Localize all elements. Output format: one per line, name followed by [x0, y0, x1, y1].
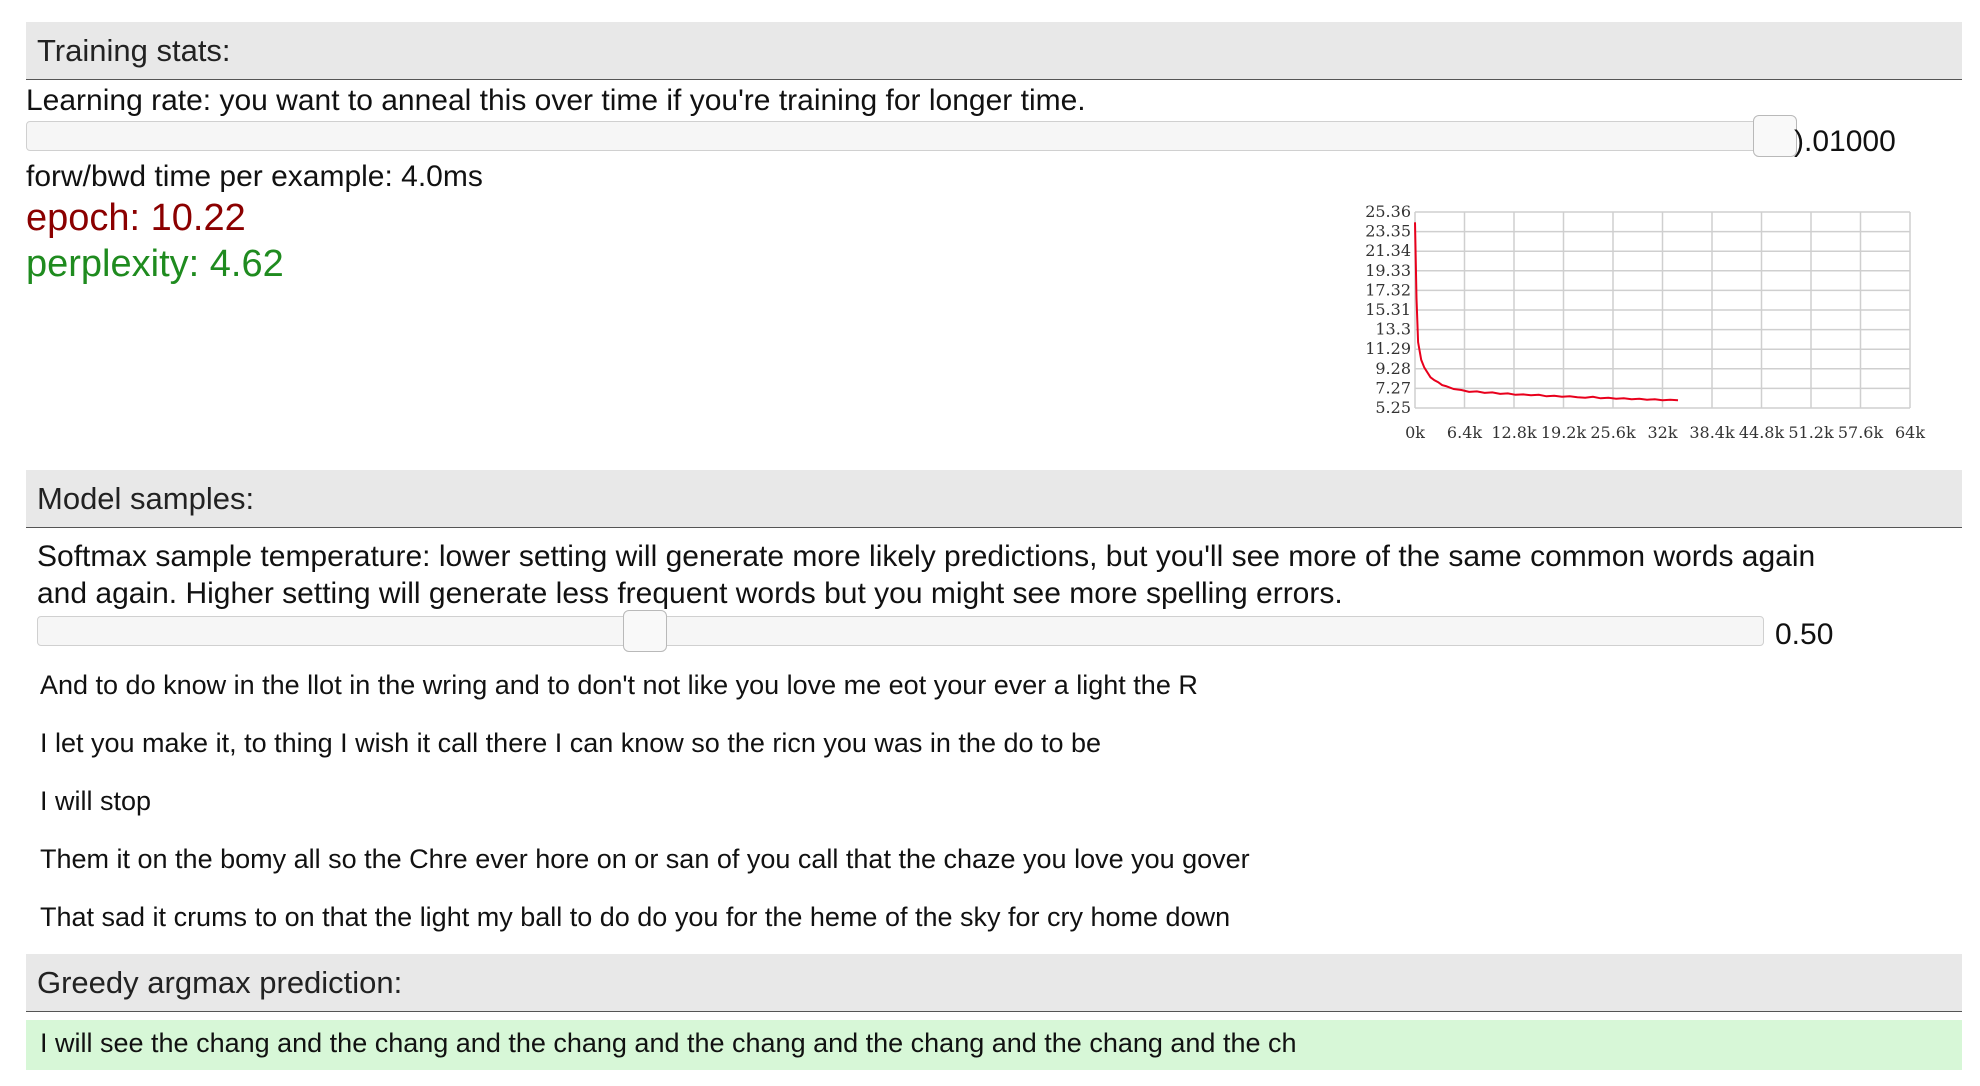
- chart-y-axis: 25.3623.3521.3419.3317.3215.3113.311.299…: [1365, 202, 1411, 417]
- training-stats-header: Training stats:: [26, 22, 1962, 80]
- chart-x-tick-label: 64k: [1895, 423, 1925, 442]
- chart-x-tick-label: 57.6k: [1838, 423, 1884, 442]
- chart-x-tick-label: 44.8k: [1739, 423, 1785, 442]
- learning-rate-value: ).01000: [1794, 125, 1896, 158]
- epoch-readout: epoch: 10.22: [26, 197, 246, 239]
- chart-grid: [1414, 211, 1911, 409]
- time-per-example: forw/bwd time per example: 4.0ms: [26, 160, 483, 193]
- chart-x-tick-label: 32k: [1647, 423, 1677, 442]
- chart-y-tick-label: 19.33: [1365, 261, 1411, 280]
- model-samples-header: Model samples:: [26, 470, 1962, 528]
- chart-y-tick-label: 17.32: [1365, 280, 1411, 299]
- sample-line: I will stop: [40, 786, 152, 816]
- sample-line: Them it on the bomy all so the Chre ever…: [40, 844, 1250, 874]
- chart-y-tick-label: 7.27: [1375, 378, 1411, 397]
- temperature-value: 0.50: [1775, 618, 1834, 651]
- sample-line: That sad it crums to on that the light m…: [40, 902, 1231, 932]
- chart-y-tick-label: 11.29: [1365, 339, 1411, 358]
- chart-x-tick-label: 12.8k: [1491, 423, 1537, 442]
- temperature-description-line-2: and again. Higher setting will generate …: [37, 577, 1343, 610]
- perplexity-series-line: [1414, 222, 1679, 402]
- chart-y-tick-label: 23.35: [1365, 222, 1411, 241]
- chart-y-tick-label: 15.31: [1365, 300, 1411, 319]
- chart-x-tick-label: 25.6k: [1590, 423, 1636, 442]
- greedy-prediction-text: I will see the chang and the chang and t…: [40, 1028, 1297, 1058]
- chart-series: [1414, 222, 1679, 402]
- temperature-slider-handle[interactable]: [623, 610, 667, 652]
- chart-x-axis: 0k 6.4k 12.8k 19.2k 25.6k 32k 38.4k 44.8k 51.2k 5…: [1405, 423, 1925, 442]
- chart-x-tick-label: 51.2k: [1788, 423, 1834, 442]
- temperature-description-line-1: Softmax sample temperature: lower settin…: [37, 540, 1816, 573]
- perplexity-chart: 25.3623.3521.3419.3317.3215.3113.311.299…: [1365, 202, 1925, 442]
- chart-y-tick-label: 13.3: [1375, 320, 1411, 339]
- chart-x-tick-label: 38.4k: [1689, 423, 1735, 442]
- learning-rate-description: Learning rate: you want to anneal this o…: [26, 84, 1086, 117]
- learning-rate-slider-handle[interactable]: [1753, 115, 1797, 157]
- model-samples-title: Model samples:: [37, 480, 255, 516]
- chart-y-tick-label: 25.36: [1365, 202, 1411, 221]
- chart-x-tick-label: 0k: [1405, 423, 1425, 442]
- chart-y-tick-label: 21.34: [1365, 241, 1411, 260]
- sample-line: I let you make it, to thing I wish it ca…: [40, 728, 1102, 758]
- sample-line: And to do know in the llot in the wring …: [40, 670, 1198, 700]
- chart-x-tick-label: 19.2k: [1541, 423, 1587, 442]
- chart-x-tick-label: 6.4k: [1447, 423, 1482, 442]
- temperature-slider[interactable]: [37, 610, 1764, 652]
- training-stats-title: Training stats:: [37, 32, 231, 68]
- greedy-prediction-title: Greedy argmax prediction:: [37, 964, 403, 1000]
- learning-rate-slider[interactable]: [26, 115, 1797, 157]
- chart-y-tick-label: 5.25: [1375, 398, 1411, 417]
- perplexity-readout: perplexity: 4.62: [26, 243, 284, 285]
- greedy-prediction-box: I will see the chang and the chang and t…: [26, 1020, 1962, 1070]
- greedy-prediction-header: Greedy argmax prediction:: [26, 954, 1962, 1012]
- chart-y-tick-label: 9.28: [1375, 359, 1411, 378]
